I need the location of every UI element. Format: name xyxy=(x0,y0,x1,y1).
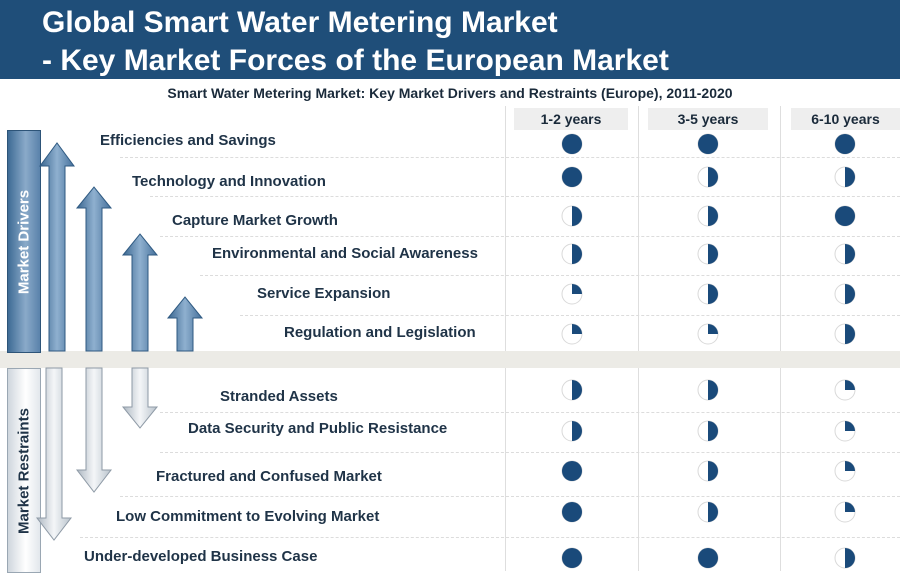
row-separator xyxy=(150,196,900,197)
page-title-line-2: - Key Market Forces of the European Mark… xyxy=(42,44,669,77)
row-separator xyxy=(160,452,900,453)
driver-arrow-up-icon xyxy=(75,186,113,352)
driver-impact-harvey-ball xyxy=(697,323,719,345)
driver-impact-harvey-ball xyxy=(834,133,856,155)
restraint-impact-harvey-ball xyxy=(697,379,719,401)
restraint-arrow-down-icon xyxy=(121,367,159,429)
row-separator xyxy=(120,157,900,158)
restraint-impact-harvey-ball xyxy=(834,460,856,482)
page-title-line-1: Global Smart Water Metering Market xyxy=(42,6,558,39)
driver-impact-harvey-ball xyxy=(834,243,856,265)
section-divider xyxy=(0,351,900,368)
row-separator xyxy=(200,275,900,276)
title-banner: Global Smart Water Metering Market - Key… xyxy=(0,0,900,79)
row-separator xyxy=(160,236,900,237)
driver-impact-harvey-ball xyxy=(561,166,583,188)
chart-subtitle: Smart Water Metering Market: Key Market … xyxy=(167,85,733,101)
column-header-1-2-years: 1-2 years xyxy=(514,108,628,130)
restraint-impact-harvey-ball xyxy=(834,379,856,401)
row-separator xyxy=(120,496,900,497)
market-restraints-sidebar: Market Restraints xyxy=(7,368,41,573)
restraint-impact-harvey-ball xyxy=(697,501,719,523)
driver-label: Capture Market Growth xyxy=(172,212,338,229)
restraint-label: Under-developed Business Case xyxy=(84,548,318,565)
restraint-label: Low Commitment to Evolving Market xyxy=(116,508,380,525)
driver-impact-harvey-ball xyxy=(561,205,583,227)
column-divider xyxy=(638,106,639,571)
driver-arrow-up-icon xyxy=(166,296,204,352)
restraint-impact-harvey-ball xyxy=(561,547,583,569)
driver-impact-harvey-ball xyxy=(561,283,583,305)
row-separator xyxy=(160,412,900,413)
column-header-6-10-years: 6-10 years xyxy=(791,108,900,130)
row-separator xyxy=(80,537,900,538)
column-divider xyxy=(505,106,506,571)
restraint-impact-harvey-ball xyxy=(834,501,856,523)
restraint-impact-harvey-ball xyxy=(834,420,856,442)
driver-impact-harvey-ball xyxy=(834,283,856,305)
restraint-impact-harvey-ball xyxy=(561,379,583,401)
restraint-impact-harvey-ball xyxy=(697,420,719,442)
restraint-arrow-down-icon xyxy=(35,367,73,541)
driver-label: Regulation and Legislation xyxy=(284,324,476,341)
restraint-impact-harvey-ball xyxy=(697,460,719,482)
driver-label: Service Expansion xyxy=(257,285,391,302)
driver-label: Efficiencies and Savings xyxy=(100,132,276,149)
column-header-3-5-years: 3-5 years xyxy=(648,108,768,130)
driver-impact-harvey-ball xyxy=(834,166,856,188)
column-divider xyxy=(780,106,781,571)
driver-impact-harvey-ball xyxy=(697,133,719,155)
restraint-label: Data Security and Public Resistance xyxy=(188,420,448,437)
driver-impact-harvey-ball xyxy=(834,205,856,227)
restraint-impact-harvey-ball xyxy=(697,547,719,569)
driver-impact-harvey-ball xyxy=(561,323,583,345)
driver-impact-harvey-ball xyxy=(834,323,856,345)
driver-arrow-up-icon xyxy=(121,233,159,352)
driver-impact-harvey-ball xyxy=(697,166,719,188)
restraint-impact-harvey-ball xyxy=(561,420,583,442)
restraint-label: Fractured and Confused Market xyxy=(156,468,382,485)
restraint-impact-harvey-ball xyxy=(561,501,583,523)
driver-impact-harvey-ball xyxy=(697,243,719,265)
market-drivers-sidebar: Market Drivers xyxy=(7,130,41,353)
driver-arrow-up-icon xyxy=(39,142,75,352)
restraint-arrow-down-icon xyxy=(75,367,113,493)
driver-label: Technology and Innovation xyxy=(132,173,326,190)
restraint-impact-harvey-ball xyxy=(834,547,856,569)
restraint-impact-harvey-ball xyxy=(561,460,583,482)
driver-impact-harvey-ball xyxy=(561,243,583,265)
driver-impact-harvey-ball xyxy=(561,133,583,155)
row-separator xyxy=(240,315,900,316)
driver-impact-harvey-ball xyxy=(697,283,719,305)
restraint-label: Stranded Assets xyxy=(220,388,338,405)
driver-impact-harvey-ball xyxy=(697,205,719,227)
driver-label: Environmental and Social Awareness xyxy=(212,245,478,262)
